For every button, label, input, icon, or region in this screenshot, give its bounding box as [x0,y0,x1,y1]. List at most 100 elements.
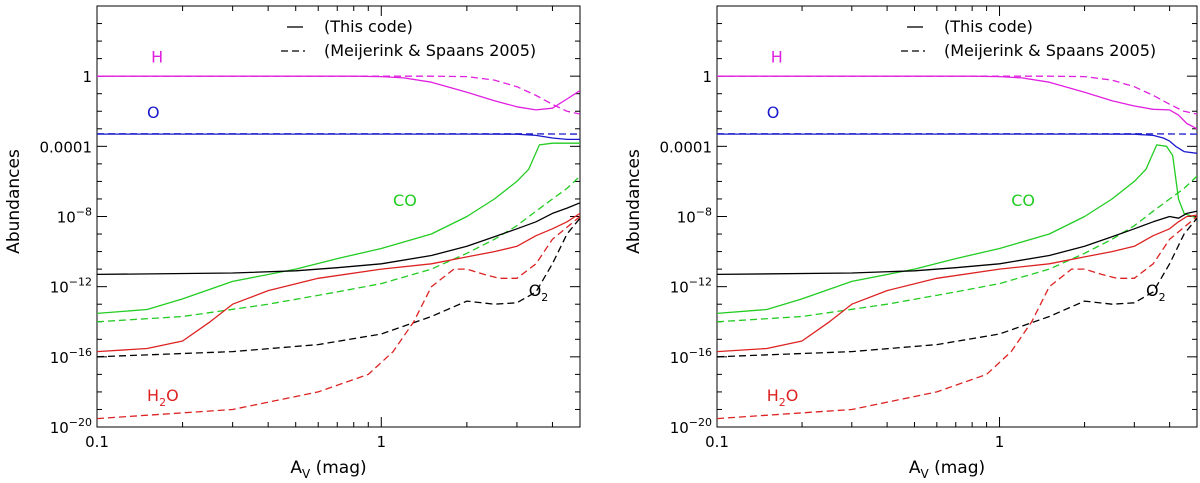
plot-frame [716,5,1198,428]
series-line-h2o-this-code [97,212,580,353]
legend-label: (This code) [324,17,413,36]
y-tick-label: 10−12 [670,276,712,297]
species-label-text: O [529,281,542,300]
y-tick-label-exponent: −12 [689,276,712,289]
y-tick-label: 10−12 [50,276,92,297]
x-tick-label: 1 [377,433,387,451]
y-tick-label-exponent: −8 [696,206,712,219]
series-line-h-this-code [97,75,580,111]
series-line-co-this-code [97,142,580,315]
series-line-o2-meijerink-spaans-2005 [97,217,580,358]
x-tick-label: 1 [995,433,1005,451]
y-axis-label: Abundances [4,149,24,254]
x-axis-label-subscript: V [302,467,311,481]
legend-label: (Meijerink & Spaans 2005) [324,41,536,60]
x-axis-label-unit: (mag) [929,458,985,478]
x-tick-label: 0.1 [705,433,729,451]
species-label: O [767,103,780,122]
y-tick-label-base: 10 [50,349,69,367]
series-group [717,75,1197,420]
y-tick-label-exponent: −16 [69,346,92,359]
y-tick-label-base: 0.0001 [40,138,93,156]
species-label-text: O [147,103,160,122]
y-tick-label: 10−8 [57,206,92,227]
species-label: O [147,103,160,122]
species-label-text: H [147,386,159,405]
legend: (This code) (Meijerink & Spaans 2005) [281,17,536,60]
y-tick-label-base: 10 [57,209,76,227]
series-line-o2-this-code [97,202,580,276]
species-label-suffix: O [786,386,799,405]
y-tick-label-base: 10 [670,279,689,297]
y-tick-label: 10−16 [50,346,92,367]
species-label-suffix: O [166,386,179,405]
y-tick-label-base: 10 [670,419,689,437]
series-line-h-meijerink-spaans-2005 [97,75,580,115]
x-axis-label-main: A [290,458,302,478]
y-tick-label: 10−20 [670,416,712,437]
series-line-o-this-code [97,133,580,141]
y-tick-label-exponent: −8 [76,206,92,219]
species-label: H [151,48,163,67]
x-axis-label: AV (mag) [909,458,985,481]
series-line-h-meijerink-spaans-2005 [717,75,1197,115]
species-label-subscript: 2 [159,396,166,409]
species-label-text: H [771,48,783,67]
series-line-o-this-code [717,133,1197,154]
y-tick-label: 10−8 [677,206,712,227]
species-label: CO [1011,191,1035,210]
x-axis-label-unit: (mag) [310,458,366,478]
y-tick-label: 0.0001 [40,138,93,156]
species-label-subscript: 2 [1159,291,1166,304]
series-line-o2-this-code [717,210,1197,276]
y-tick-label-base: 0.0001 [660,138,713,156]
y-tick-label-base: 10 [670,349,689,367]
species-label: H [771,48,783,67]
legend: (This code) (Meijerink & Spaans 2005) [901,17,1156,60]
species-label-text: H [767,386,779,405]
species-label: O2 [529,281,549,304]
species-label-text: CO [393,191,417,210]
series-group [97,75,580,420]
y-tick-label: 1 [82,68,92,86]
x-axis-label: AV (mag) [290,458,366,481]
x-tick-label: 0.1 [85,433,109,451]
y-tick-label-base: 1 [702,68,712,86]
species-label: H2O [147,386,179,409]
y-tick-label-exponent: −16 [689,346,712,359]
species-label-text: O [1146,281,1159,300]
series-line-co-meijerink-spaans-2005 [717,175,1197,323]
species-label: O2 [1146,281,1166,304]
y-tick-label: 1 [702,68,712,86]
y-tick-label: 10−20 [50,416,92,437]
x-axis-label-main: A [909,458,921,478]
series-line-co-this-code [717,144,1197,315]
species-label: CO [393,191,417,210]
plot-frame [96,5,581,428]
series-line-h2o-meijerink-spaans-2005 [717,216,1197,420]
y-tick-label-base: 10 [677,209,696,227]
species-label-text: O [767,103,780,122]
y-tick-label-exponent: −12 [69,276,92,289]
legend-label: (Meijerink & Spaans 2005) [944,41,1156,60]
species-label-subscript: 2 [779,396,786,409]
series-line-co-meijerink-spaans-2005 [97,175,580,323]
species-label-subscript: 2 [541,291,548,304]
y-tick-label-exponent: −20 [69,416,92,429]
species-label: H2O [767,386,799,409]
y-axis-label: Abundances [624,149,644,254]
y-tick-label: 0.0001 [660,138,713,156]
y-tick-label-base: 10 [50,419,69,437]
x-axis-label-subscript: V [920,467,929,481]
legend-label: (This code) [944,17,1033,36]
series-line-o2-meijerink-spaans-2005 [717,217,1197,358]
y-tick-label-base: 10 [50,279,69,297]
y-tick-label: 10−16 [670,346,712,367]
series-line-h2o-this-code [717,214,1197,353]
species-label-text: H [151,48,163,67]
y-tick-label-exponent: −20 [689,416,712,429]
species-label-text: CO [1011,191,1035,210]
